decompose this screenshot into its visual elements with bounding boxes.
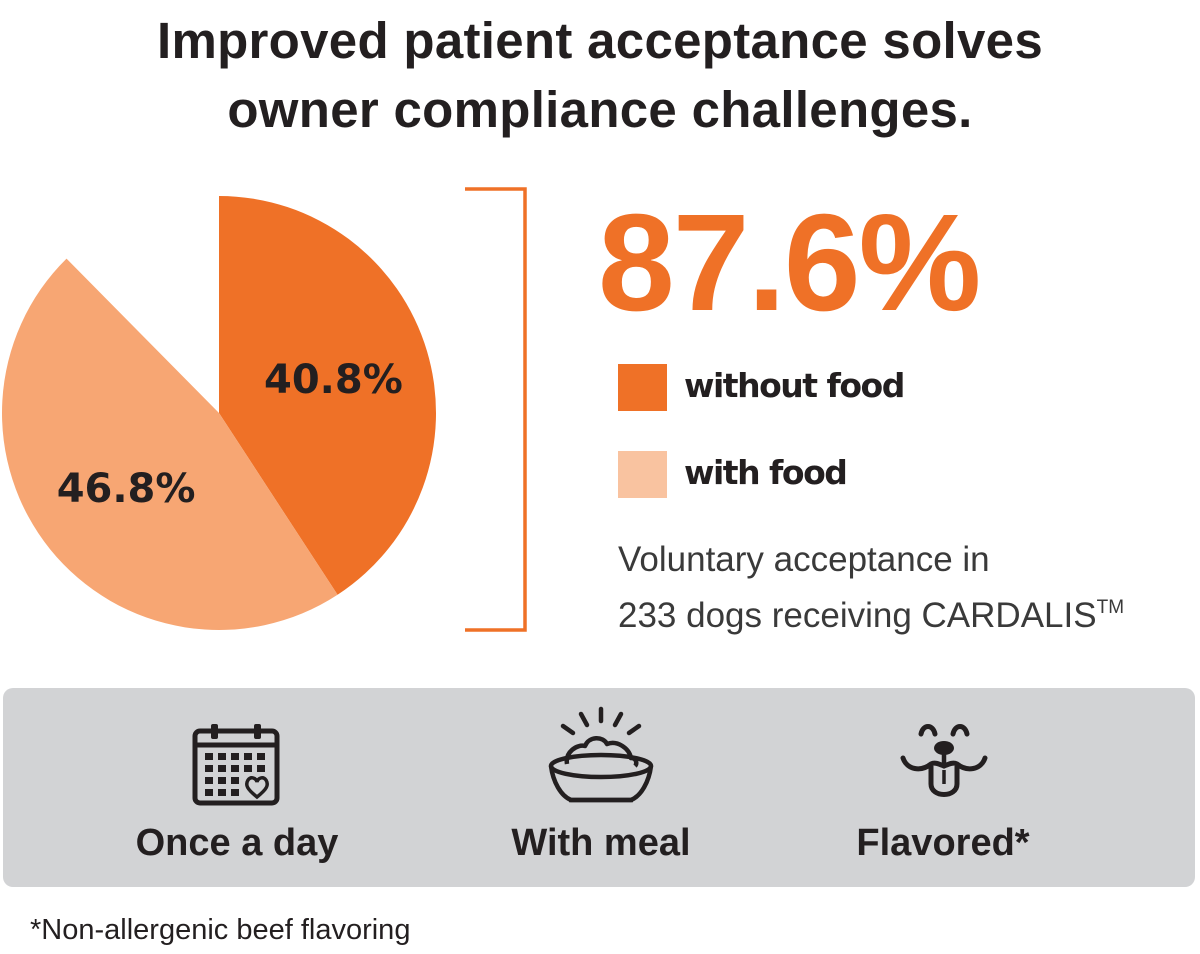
features-panel: Once a day With meal F	[3, 688, 1195, 887]
pie-label-with-food: 46.8%	[57, 466, 196, 512]
feature-label-once-a-day: Once a day	[135, 822, 339, 864]
legend-swatch-without-food	[618, 364, 667, 411]
caption-line-2-text: 233 dogs receiving CARDALIS	[618, 596, 1097, 635]
legend-label-with-food: with food	[684, 453, 848, 492]
caption-line-2: 233 dogs receiving CARDALISTM	[618, 584, 1124, 640]
title-line-2: owner compliance challenges.	[227, 81, 973, 138]
footnote: *Non-allergenic beef flavoring	[30, 914, 411, 946]
pie-chart: 40.8% 46.8%	[2, 196, 437, 631]
food-bowl-icon	[548, 706, 654, 803]
feature-with-meal: With meal	[451, 688, 751, 887]
legend-label-without-food: without food	[684, 366, 905, 405]
bracket	[465, 187, 527, 632]
total-acceptance-value: 87.6%	[598, 186, 981, 340]
title-line-1: Improved patient acceptance solves	[156, 12, 1044, 69]
feature-once-a-day: Once a day	[87, 688, 387, 887]
caption: Voluntary acceptance in 233 dogs receivi…	[618, 536, 1124, 640]
trademark-mark: TM	[1096, 597, 1125, 618]
legend-swatch-with-food	[618, 451, 667, 498]
pie-label-without-food: 40.8%	[264, 357, 403, 403]
caption-line-1: Voluntary acceptance in	[618, 540, 990, 579]
pie-slice-with-food	[2, 258, 338, 631]
feature-label-flavored: Flavored*	[856, 822, 1030, 864]
calendar-heart-icon	[192, 724, 280, 806]
feature-label-with-meal: With meal	[511, 822, 691, 864]
pie-slice-without-food	[219, 196, 437, 595]
feature-flavored: Flavored*	[793, 688, 1093, 887]
dog-tongue-icon	[900, 724, 988, 797]
page-title: Improved patient acceptance solves owner…	[0, 6, 1200, 144]
